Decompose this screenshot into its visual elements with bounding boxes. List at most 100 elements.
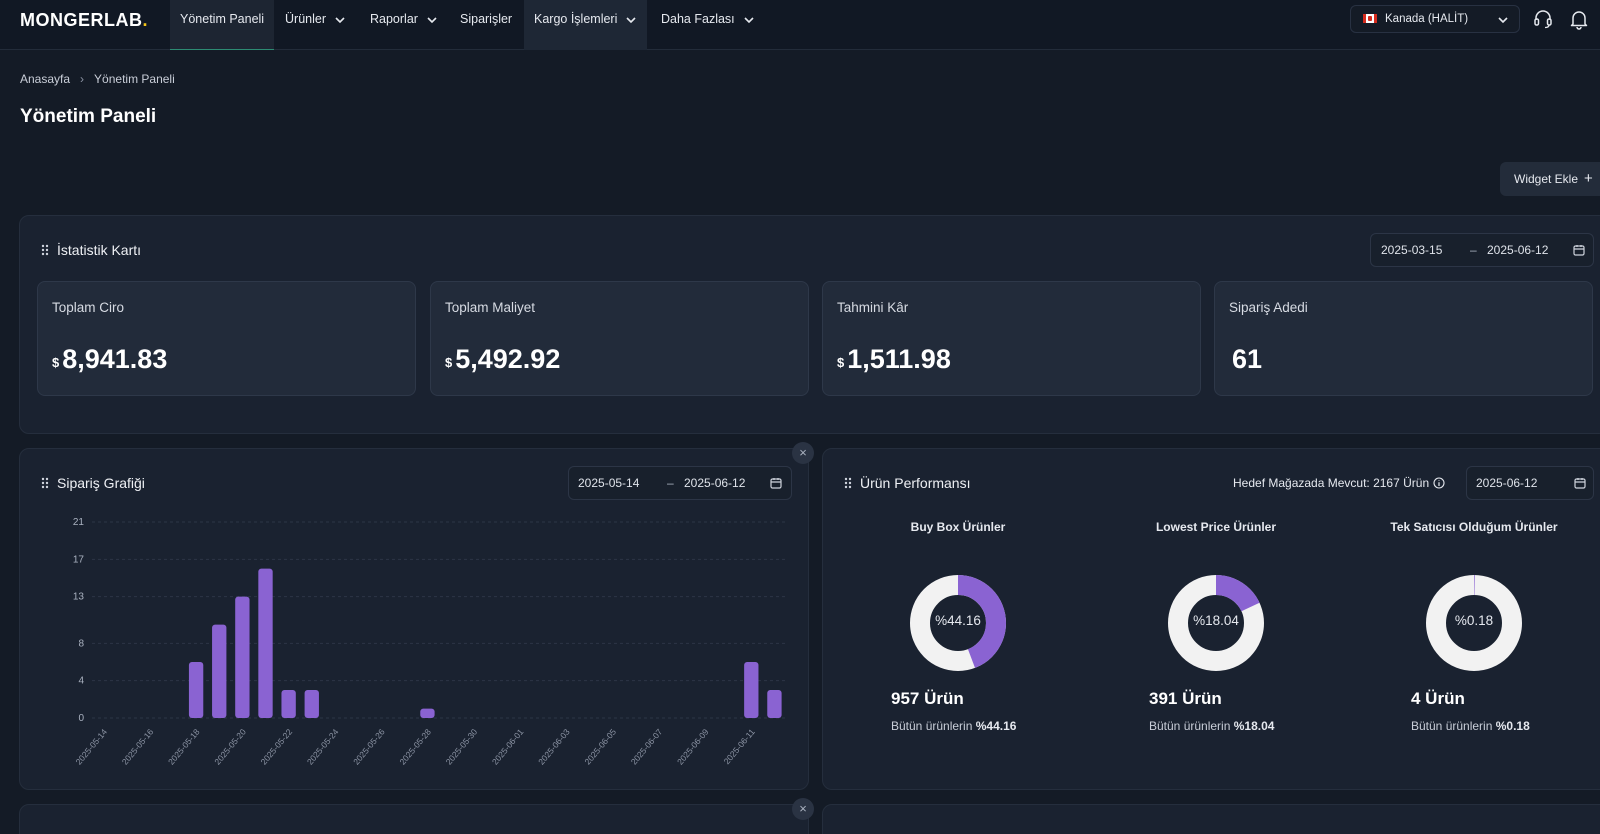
calendar-icon[interactable] [770, 477, 782, 489]
info-icon[interactable] [1433, 477, 1445, 489]
order-chart-date-range[interactable]: 2025-05-14 – 2025-06-12 [568, 466, 792, 500]
drag-handle-icon[interactable] [41, 477, 49, 489]
bottom-left-panel [19, 804, 809, 834]
top-navbar: MONGERLAB. Yönetim Paneli Ürünler Raporl… [0, 0, 1600, 50]
x-tick-label: 2025-06-03 [536, 727, 572, 767]
donut-title: Lowest Price Ürünler [1155, 520, 1277, 534]
drag-handle-icon[interactable] [844, 477, 852, 489]
date-from: 2025-03-15 [1381, 243, 1443, 257]
add-widget-button[interactable]: Widget Ekle + [1500, 162, 1600, 196]
x-tick-label: 2025-05-18 [166, 727, 202, 767]
date-to: 2025-06-12 [1487, 243, 1549, 257]
chart-bar [188, 662, 204, 718]
donut-count: 4 Ürün [1411, 689, 1465, 708]
stat-card-revenue: Toplam Ciro $8,941.83 [37, 281, 416, 396]
y-tick-label: 21 [73, 517, 85, 528]
calendar-icon[interactable] [1574, 477, 1586, 489]
stat-card-cost: Toplam Maliyet $5,492.92 [430, 281, 809, 396]
headset-icon[interactable] [1532, 8, 1554, 30]
x-tick-label: 2025-05-22 [259, 727, 295, 767]
close-widget-button[interactable]: × [792, 798, 814, 820]
date-value: 2025-06-12 [1476, 476, 1538, 490]
bottom-right-panel [822, 804, 1600, 834]
chart-bar [258, 568, 273, 718]
stat-value: 61 [1232, 344, 1263, 374]
donut-arc [910, 575, 1006, 671]
donut-subtext: Bütün ürünlerin %0.18 [1411, 719, 1530, 733]
donut-chart [1168, 575, 1264, 671]
y-tick-label: 4 [78, 676, 84, 687]
x-tick-label: 2025-05-16 [120, 727, 156, 767]
donut-count: 391 Ürün [1149, 689, 1222, 708]
y-tick-label: 13 [73, 592, 85, 603]
chart-bar [212, 624, 227, 718]
stats-date-range[interactable]: 2025-03-15 – 2025-06-12 [1370, 233, 1594, 267]
bell-icon[interactable] [1568, 8, 1590, 30]
order-chart-title: Sipariş Grafiği [41, 475, 145, 491]
chevron-down-icon [744, 17, 754, 23]
donut-subtext: Bütün ürünlerin %18.04 [1149, 719, 1275, 733]
donut-percent-label: %18.04 [1193, 613, 1239, 628]
x-tick-label: 2025-06-09 [675, 727, 711, 767]
chevron-down-icon [1498, 17, 1508, 24]
stat-value: $8,941.83 [52, 344, 168, 374]
chart-bar [304, 690, 319, 718]
plus-icon: + [1584, 170, 1593, 187]
donut-title: Tek Satıcısı Olduğum Ürünler [1390, 520, 1558, 534]
stat-label: Toplam Maliyet [445, 300, 536, 315]
chart-bar [235, 596, 250, 718]
stat-value: $5,492.92 [445, 344, 561, 374]
donut-chart [1426, 575, 1522, 671]
nav-item-dashboard[interactable]: Yönetim Paneli [170, 0, 275, 50]
chevron-down-icon [427, 17, 437, 23]
nav-item-shipping[interactable]: Kargo İşlemleri [524, 0, 648, 50]
chevron-down-icon [335, 17, 345, 23]
close-widget-button[interactable]: × [792, 442, 814, 464]
x-tick-label: 2025-05-30 [444, 727, 480, 767]
y-tick-label: 17 [73, 554, 85, 565]
country-selector[interactable]: Kanada (HALİT) [1350, 5, 1520, 33]
order-bar-chart: 0 4 8 13 17 21 2025-05-14 2025-05-16 2025-05-18 2… [73, 517, 786, 767]
product-performance-date[interactable]: 2025-06-12 [1466, 466, 1594, 500]
product-performance-title: Ürün Performansı [844, 475, 970, 491]
stat-value: $1,511.98 [837, 344, 951, 374]
x-tick-label: 2025-06-07 [629, 727, 665, 767]
x-tick-label: 2025-05-20 [212, 727, 248, 767]
chart-bar [744, 662, 759, 718]
date-to: 2025-06-12 [684, 476, 746, 490]
drag-handle-icon[interactable] [41, 244, 49, 256]
stat-label: Sipariş Adedi [1229, 300, 1308, 315]
chart-bar [420, 708, 435, 718]
stats-panel-title: İstatistik Kartı [41, 242, 141, 258]
stat-label: Toplam Ciro [52, 300, 125, 315]
breadcrumb: Anasayfa › Yönetim Paneli [20, 72, 175, 86]
breadcrumb-current: Yönetim Paneli [94, 72, 175, 86]
donut-chart [910, 575, 1006, 671]
nav-item-more[interactable]: Daha Fazlası [651, 0, 765, 50]
canada-flag-icon [1363, 14, 1377, 24]
breadcrumb-home[interactable]: Anasayfa [20, 72, 71, 86]
nav-item-reports[interactable]: Raporlar [360, 0, 448, 50]
donut-arc [1168, 575, 1264, 671]
x-tick-label: 2025-06-11 [722, 727, 757, 766]
brand-logo[interactable]: MONGERLAB. [20, 10, 149, 30]
chart-bar [281, 690, 296, 718]
x-tick-label: 2025-05-26 [351, 727, 387, 767]
donut-count: 957 Ürün [891, 689, 964, 708]
calendar-icon[interactable] [1573, 244, 1585, 256]
y-tick-label: 0 [78, 713, 84, 724]
y-tick-label: 8 [78, 638, 84, 649]
date-separator: – [667, 476, 674, 490]
nav-item-products[interactable]: Ürünler [275, 0, 356, 50]
donut-subtext: Bütün ürünlerin %44.16 [891, 719, 1017, 733]
x-tick-label: 2025-06-01 [490, 727, 526, 767]
stat-card-order-count: Sipariş Adedi 61 [1214, 281, 1593, 396]
x-tick-label: 2025-06-05 [582, 727, 618, 767]
donut-arc [1426, 575, 1522, 671]
date-separator: – [1470, 243, 1477, 257]
nav-item-orders[interactable]: Siparişler [460, 12, 513, 26]
x-tick-label: 2025-05-24 [305, 727, 341, 767]
date-from: 2025-05-14 [578, 476, 640, 490]
page-title: Yönetim Paneli [20, 106, 157, 127]
product-performance-panel [822, 448, 1600, 790]
